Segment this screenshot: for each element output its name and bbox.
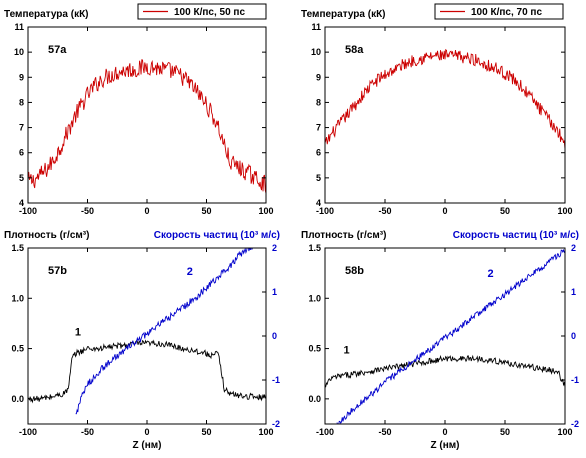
x-axis-label: Z (нм) xyxy=(431,440,460,451)
x-tick-label: 0 xyxy=(144,206,149,216)
y-tick-label: 7 xyxy=(316,123,321,133)
x-tick-label: -100 xyxy=(19,206,37,216)
y-right-tick-label: -2 xyxy=(571,419,579,429)
y-tick-label: 7 xyxy=(19,123,24,133)
series-line-58b-2 xyxy=(336,248,565,424)
x-tick-label: -50 xyxy=(81,206,94,216)
series-line-57a-1 xyxy=(28,59,266,194)
y-tick-label: 11 xyxy=(311,22,321,32)
y-tick-label: 5 xyxy=(19,173,24,183)
x-tick-label: -50 xyxy=(81,427,94,437)
y-tick-label: 1.0 xyxy=(11,293,24,303)
legend-box xyxy=(434,3,564,20)
series-group xyxy=(325,248,565,424)
y-right-tick-label: 0 xyxy=(571,331,576,341)
legend-label: 100 К/пс, 70 пс xyxy=(471,7,542,18)
series-group xyxy=(28,59,266,194)
y-right-tick-label: -1 xyxy=(272,375,280,385)
panel-57b: -100 -50 0 50 100 0.0 0.5 1.0 1.5 -2 -1 0 1 2 Плотност… xyxy=(4,230,280,451)
x-tick-label: 100 xyxy=(557,427,572,437)
y-right-tick-label: 0 xyxy=(272,331,277,341)
y-tick-label: 1.5 xyxy=(308,243,321,253)
x-tick-label: 100 xyxy=(557,206,572,216)
series-annotation: 2 xyxy=(488,268,494,280)
x-tick-label: -100 xyxy=(316,206,334,216)
panel-58b: -100 -50 0 50 100 0.0 0.5 1.0 1.5 -2 -1 0 1 2 Плотност… xyxy=(301,230,579,451)
panel-57a: -100 -50 0 50 100 4 5 6 7 8 9 10 11 Температура (кК) 5… xyxy=(4,3,274,216)
y-right-tick-label: 2 xyxy=(272,243,277,253)
y-tick-label: 6 xyxy=(316,148,321,158)
x-axis-label: Z (нм) xyxy=(133,440,162,451)
y-tick-label: 8 xyxy=(316,97,321,107)
y-right-tick-label: -1 xyxy=(571,375,579,385)
series-annotation: 1 xyxy=(75,326,81,338)
x-tick-label: 50 xyxy=(201,206,211,216)
panel-label: 57a xyxy=(48,44,67,56)
series-annotation: 1 xyxy=(344,345,350,357)
panel-label: 58b xyxy=(345,265,364,277)
y-tick-label: 8 xyxy=(19,97,24,107)
x-tick-label: -50 xyxy=(378,427,391,437)
legend-box xyxy=(137,3,267,20)
x-tick-label: 50 xyxy=(500,427,510,437)
series-line-58b-1 xyxy=(325,354,565,388)
y-tick-label: 5 xyxy=(316,173,321,183)
y-tick-label: 4 xyxy=(19,198,24,208)
series-line-57b-1 xyxy=(28,339,266,404)
panel-label: 57b xyxy=(48,265,67,277)
legend: 100 К/пс, 70 пс xyxy=(434,3,564,20)
panel-label: 58a xyxy=(345,44,364,56)
series-annotation: 2 xyxy=(187,266,193,278)
y-tick-label: 10 xyxy=(311,47,321,57)
y-right-tick-label: 1 xyxy=(272,287,277,297)
series-line-57b-2 xyxy=(75,248,253,415)
y-axis-label: Температура (кК) xyxy=(4,9,89,20)
y-right-axis-label: Скорость частиц (10³ м/с) xyxy=(453,230,579,241)
y-tick-label: 4 xyxy=(316,198,321,208)
x-tick-label: 0 xyxy=(144,427,149,437)
y-right-tick-label: -2 xyxy=(272,419,280,429)
y-tick-label: 1.0 xyxy=(308,293,321,303)
x-tick-label: 100 xyxy=(258,206,273,216)
y-tick-label: 9 xyxy=(19,72,24,82)
y-axis-label: Плотность (г/см³) xyxy=(301,230,386,241)
x-tick-label: 50 xyxy=(201,427,211,437)
y-tick-label: 0.0 xyxy=(308,394,321,404)
y-tick-label: 0.5 xyxy=(11,344,24,354)
legend-label: 100 К/пс, 50 пс xyxy=(174,7,245,18)
y-tick-label: 9 xyxy=(316,72,321,82)
y-axis-label: Температура (кК) xyxy=(301,9,386,20)
y-right-tick-label: 1 xyxy=(571,287,576,297)
y-tick-label: 1.5 xyxy=(11,243,24,253)
panel-58a: -100 -50 0 50 100 4 5 6 7 8 9 10 11 Температура (кК) 5… xyxy=(301,3,573,216)
y-right-tick-label: 2 xyxy=(571,243,576,253)
series-group xyxy=(325,48,565,150)
x-tick-label: -100 xyxy=(19,427,37,437)
x-tick-label: 100 xyxy=(258,427,273,437)
y-right-axis-label: Скорость частиц (10³ м/с) xyxy=(154,230,280,241)
y-tick-label: 6 xyxy=(19,148,24,158)
legend: 100 К/пс, 50 пс xyxy=(137,3,267,20)
y-tick-label: 11 xyxy=(14,22,24,32)
y-tick-label: 0.0 xyxy=(11,394,24,404)
y-axis-label: Плотность (г/см³) xyxy=(4,230,89,241)
y-tick-label: 10 xyxy=(14,47,24,57)
series-line-58a-1 xyxy=(325,48,565,150)
series-group xyxy=(28,248,266,415)
y-tick-label: 0.5 xyxy=(308,344,321,354)
x-tick-label: -50 xyxy=(378,206,391,216)
x-tick-label: -100 xyxy=(316,427,334,437)
x-tick-label: 0 xyxy=(442,427,447,437)
x-tick-label: 50 xyxy=(500,206,510,216)
x-tick-label: 0 xyxy=(442,206,447,216)
